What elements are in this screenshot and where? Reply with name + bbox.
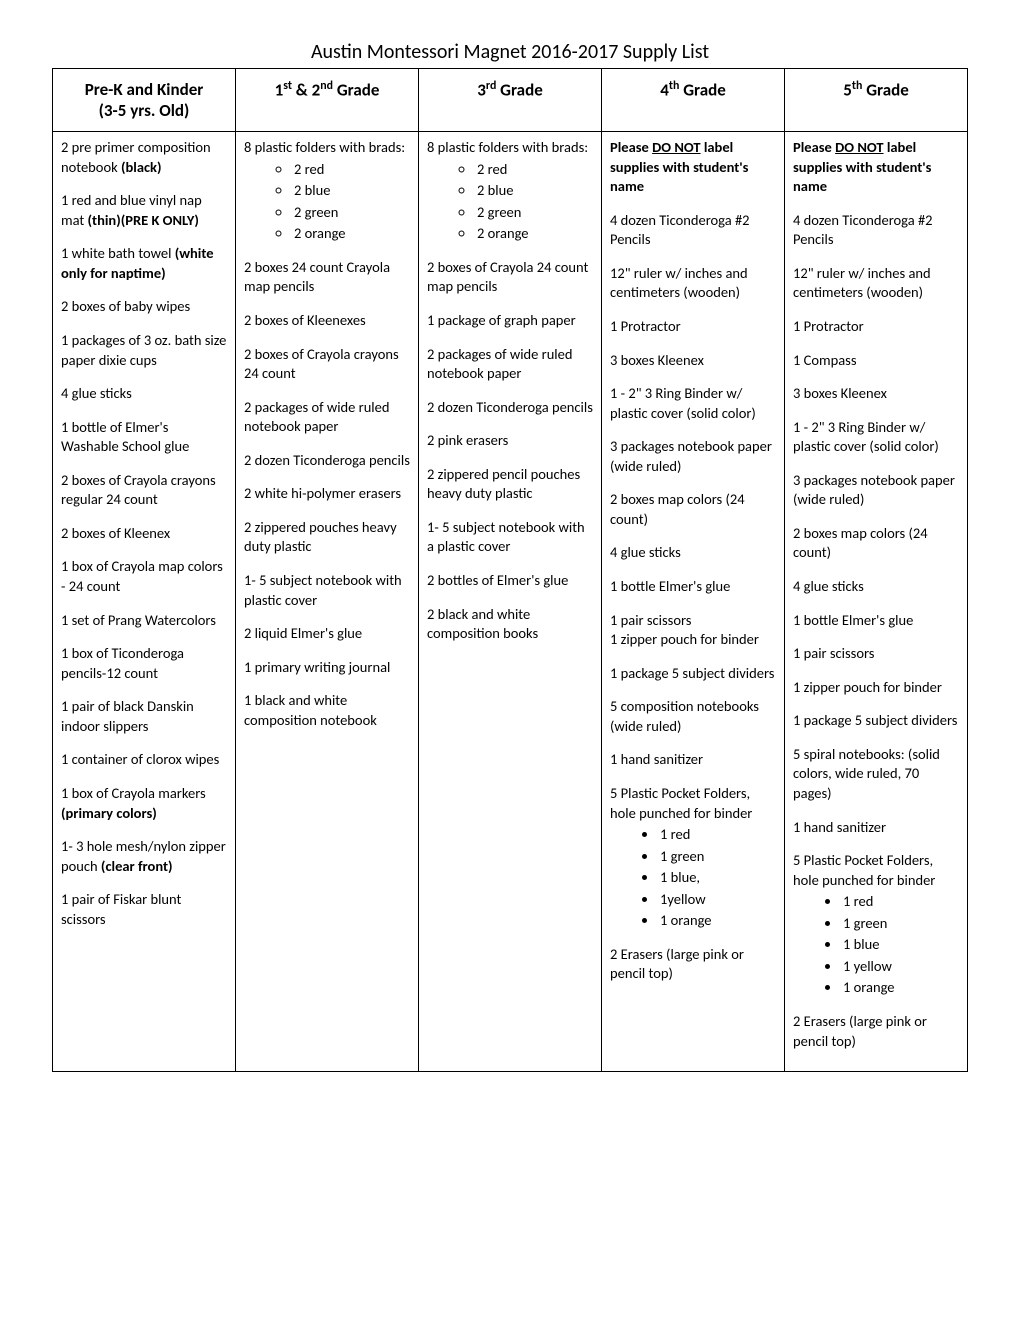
header-prek: Pre-K and Kinder (3-5 yrs. Old)	[53, 69, 236, 132]
supply-table: Pre-K and Kinder (3-5 yrs. Old) 1st & 2n…	[52, 68, 968, 1072]
col-1st-2nd: 8 plastic folders with brads: 2 red 2 bl…	[236, 132, 419, 1072]
header-5th: 5th Grade	[785, 69, 968, 132]
col-5th: Please DO NOT label supplies with studen…	[785, 132, 968, 1072]
header-1st-2nd: 1st & 2nd Grade	[236, 69, 419, 132]
col-prek: 2 pre primer composition notebook (black…	[53, 132, 236, 1072]
header-3rd: 3rd Grade	[419, 69, 602, 132]
header-4th: 4th Grade	[602, 69, 785, 132]
page-title: Austin Montessori Magnet 2016-2017 Suppl…	[52, 40, 968, 64]
col-4th: Please DO NOT label supplies with studen…	[602, 132, 785, 1072]
col-3rd: 8 plastic folders with brads: 2 red 2 bl…	[419, 132, 602, 1072]
